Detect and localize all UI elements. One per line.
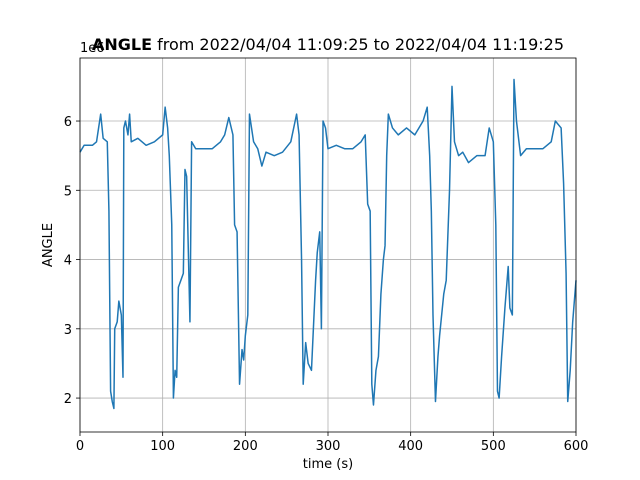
y-tick-label: 5 <box>64 184 72 199</box>
x-tick-label: 0 <box>76 439 84 454</box>
y-offset-label: 1e6 <box>80 41 105 56</box>
x-tick-label: 400 <box>398 439 423 454</box>
x-tick-label: 600 <box>564 439 589 454</box>
x-tick-label: 200 <box>233 439 258 454</box>
x-tick-label: 500 <box>481 439 506 454</box>
title-bold: ANGLE <box>92 35 152 54</box>
y-axis-label: ANGLE <box>41 223 56 267</box>
y-tick-label: 4 <box>64 254 72 269</box>
chart-title: ANGLE from 2022/04/04 11:09:25 to 2022/0… <box>92 35 564 54</box>
x-tick-label: 100 <box>150 439 175 454</box>
data-line <box>79 78 577 410</box>
plot-frame <box>79 57 577 433</box>
x-axis-label: time (s) <box>303 457 353 472</box>
x-tick-label: 300 <box>316 439 341 454</box>
y-tick-label: 2 <box>64 392 72 407</box>
y-tick-label: 3 <box>64 323 72 338</box>
y-tick-label: 6 <box>64 115 72 130</box>
title-rest: from 2022/04/04 11:09:25 to 2022/04/04 1… <box>157 35 564 54</box>
